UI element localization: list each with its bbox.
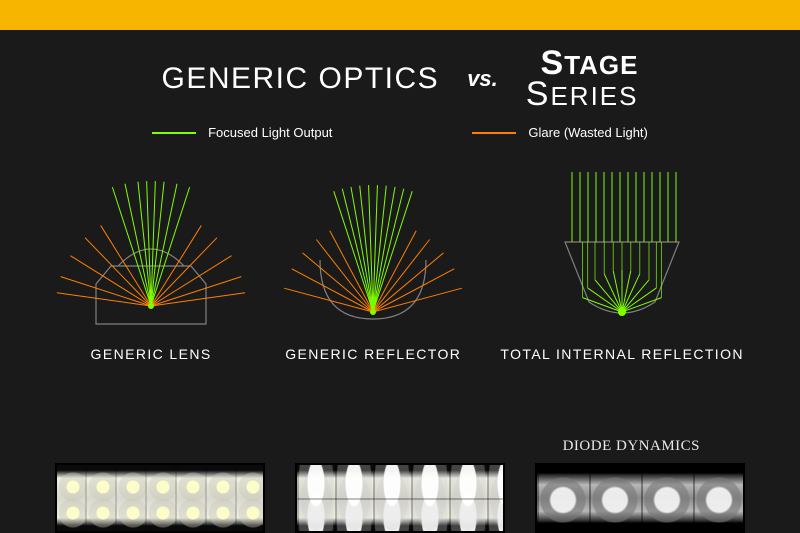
- legend-glare-label: Glare (Wasted Light): [528, 125, 647, 140]
- generic-lens-svg: [56, 164, 246, 334]
- legend-focused: Focused Light Output: [152, 125, 332, 140]
- diagram-generic-reflector: GENERIC REFLECTOR: [278, 164, 468, 362]
- brand-bot-rest: ERIES: [550, 81, 638, 111]
- diode-dynamics-label: DIODE DYNAMICS: [563, 438, 700, 455]
- tir-label: TOTAL INTERNAL REFLECTION: [500, 346, 743, 362]
- generic-reflector-svg: [278, 164, 468, 334]
- product-photo-row: [0, 463, 800, 533]
- diagram-tir: TOTAL INTERNAL REFLECTION: [500, 164, 743, 362]
- legend-focused-label: Focused Light Output: [208, 125, 332, 140]
- legend-focused-bar: [152, 132, 196, 134]
- diagram-row: GENERIC LENS GENERIC REFLECTOR TOTAL INT…: [0, 164, 800, 362]
- product-photo-generic-reflector: [295, 463, 505, 533]
- accent-top-bar: [0, 0, 800, 30]
- header: GENERIC OPTICS vs. STAGE SERIES: [0, 30, 800, 123]
- tir-svg: [527, 164, 717, 334]
- product-photo-generic-lens: [55, 463, 265, 533]
- diagram-generic-lens: GENERIC LENS: [56, 164, 246, 362]
- brand-text-bottom: SERIES: [526, 79, 639, 110]
- legend-glare: Glare (Wasted Light): [472, 125, 647, 140]
- generic-lens-label: GENERIC LENS: [91, 346, 212, 362]
- legend: Focused Light Output Glare (Wasted Light…: [0, 123, 800, 156]
- generic-reflector-label: GENERIC REFLECTOR: [285, 346, 461, 362]
- legend-glare-bar: [472, 132, 516, 134]
- header-left-title: GENERIC OPTICS: [161, 62, 439, 96]
- product-photo-tir: [535, 463, 745, 533]
- vs-text: vs.: [467, 66, 498, 92]
- brand-text-top: STAGE: [541, 48, 639, 79]
- brand-top-rest: TAGE: [564, 50, 638, 80]
- brand-logo: STAGE SERIES: [526, 48, 639, 109]
